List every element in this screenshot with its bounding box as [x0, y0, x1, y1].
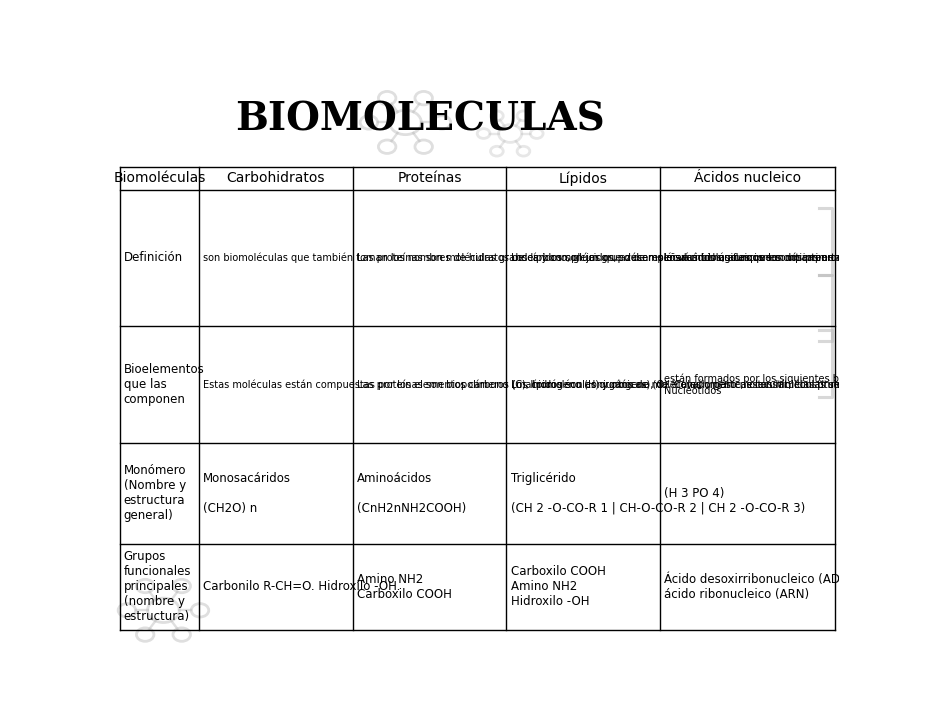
Text: Lípidos: Lípidos	[558, 171, 608, 186]
Text: Aminoácidos

(CnH2nNH2COOH): Aminoácidos (CnH2nNH2COOH)	[357, 472, 466, 515]
Text: Grupos
funcionales
principales
(nombre y
estructura): Grupos funcionales principales (nombre y…	[124, 550, 191, 624]
Text: (H 3 PO 4): (H 3 PO 4)	[665, 487, 725, 500]
Text: Amino NH2
Carboxilo COOH: Amino NH2 Carboxilo COOH	[357, 572, 452, 600]
Text: Definición: Definición	[124, 251, 183, 264]
Text: Ácidos nucleico: Ácidos nucleico	[694, 171, 802, 185]
Text: Monosacáridos

(CH2O) n: Monosacáridos (CH2O) n	[203, 472, 291, 515]
Text: son biomoléculas que también toman los nombres de hidratos de carbono, glúcidos,: son biomoléculas que también toman los n…	[203, 253, 932, 263]
Text: BIOMOLECULAS: BIOMOLECULAS	[235, 100, 605, 138]
Text: Carboxilo COOH
Amino NH2
Hidroxilo -OH: Carboxilo COOH Amino NH2 Hidroxilo -OH	[511, 565, 606, 608]
Text: Carbohidratos: Carbohidratos	[226, 171, 325, 185]
Text: Bioelementos
que las
componen: Bioelementos que las componen	[124, 363, 204, 406]
Text: Biomoléculas: Biomoléculas	[114, 171, 206, 185]
Text: Las proteínas son moléculas grandes y complejas que desempeñan muchas funciones : Las proteínas son moléculas grandes y co…	[357, 253, 932, 263]
Text: Los lípidos son conjuntos de moléculas orgánicas constituidas primordialmente po: Los lípidos son conjuntos de moléculas o…	[511, 379, 932, 390]
Text: Los ácidos nucleicos son un importante de macromoléculas presentes en todas las : Los ácidos nucleicos son un importante d…	[665, 253, 932, 263]
Text: están formados por los siguientes bioelementos: carbono (C) hidrógeno (H) oxígen: están formados por los siguientes bioele…	[665, 374, 932, 396]
Text: Las proteínas son biopolímeros (macromoléculas orgánicas), de elevado peso molec: Las proteínas son biopolímeros (macromol…	[357, 379, 932, 390]
Text: Monómero
(Nombre y
estructura
general): Monómero (Nombre y estructura general)	[124, 464, 186, 523]
Text: Estas moléculas están compuestas por los elementos carbono (C), hidrógeno (H) y : Estas moléculas están compuestas por los…	[203, 379, 932, 390]
Text: Proteínas: Proteínas	[397, 171, 461, 185]
Text: Carbonilo R-CH=O. Hidroxilo -OH.: Carbonilo R-CH=O. Hidroxilo -OH.	[203, 580, 401, 593]
Text: Los lípidos son un grupo de moléculas biológicas que comparten dos característic: Los lípidos son un grupo de moléculas bi…	[511, 253, 932, 263]
Text: Triglicérido

(CH 2 -O-CO-R 1 | CH-O-CO-R 2 | CH 2 -O-CO-R 3): Triglicérido (CH 2 -O-CO-R 1 | CH-O-CO-R…	[511, 472, 805, 515]
Text: Ácido desoxirribonucleico (ADN)
ácido ribonucleico (ARN): Ácido desoxirribonucleico (ADN) ácido ri…	[665, 572, 854, 600]
